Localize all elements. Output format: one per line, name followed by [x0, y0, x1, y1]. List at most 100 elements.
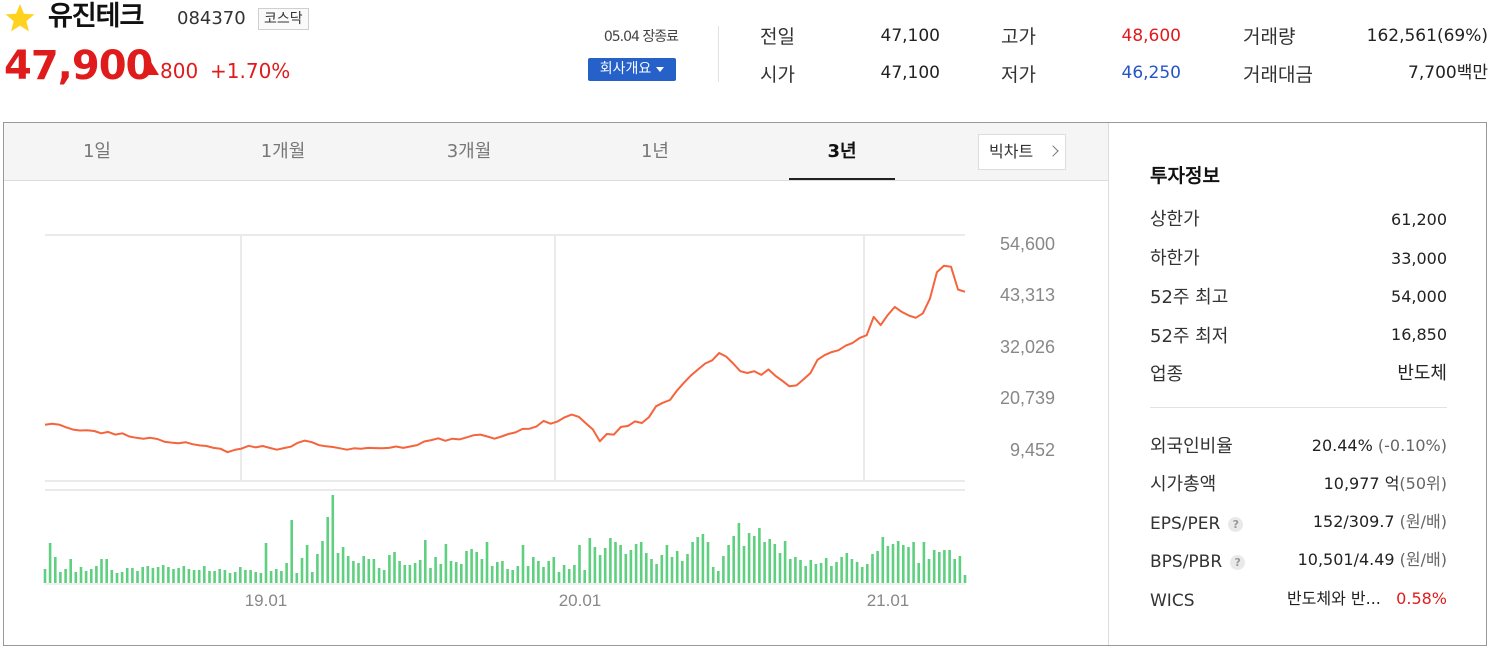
volume-bar — [691, 542, 694, 583]
volume-bar — [346, 556, 350, 583]
volume-bar — [681, 561, 684, 583]
tab-1month[interactable]: 1개월 — [260, 141, 306, 162]
volume-bar — [845, 553, 849, 583]
market-cap-number: 10,977 — [1323, 474, 1380, 493]
volume-bar — [167, 567, 170, 583]
volume-bar — [655, 564, 658, 583]
volume-bar — [460, 564, 463, 583]
company-overview-button[interactable]: 회사개요 — [588, 58, 676, 81]
volume-bar — [614, 542, 617, 583]
header-divider — [718, 26, 719, 82]
volume-bar — [393, 552, 396, 583]
volume-bar — [511, 570, 514, 583]
volume-bar — [43, 569, 47, 583]
invest-info-title: 투자정보 — [1150, 165, 1220, 187]
volume-bar — [727, 545, 730, 583]
volume-bar — [244, 570, 247, 583]
volume-bar — [598, 555, 602, 583]
volume-bar — [907, 547, 910, 583]
volume-bar — [835, 562, 838, 583]
volume-bar — [95, 566, 98, 583]
volume-bar — [341, 547, 345, 583]
volume-bar — [228, 573, 232, 583]
favorite-star-icon[interactable] — [4, 2, 36, 34]
tab-1day[interactable]: 1일 — [82, 141, 111, 162]
low-value: 46,250 — [1121, 63, 1181, 83]
volume-bar — [208, 571, 211, 583]
volume-bar — [660, 555, 664, 583]
volume-bar — [917, 563, 920, 583]
volume-bar — [480, 559, 484, 583]
bigchart-button[interactable]: 빅차트 — [978, 134, 1066, 170]
volume-bar — [814, 564, 818, 583]
volume-bar — [454, 562, 458, 583]
help-icon[interactable]: ? — [1228, 516, 1244, 532]
bps-pbr-value: 10,501/4.49 (원/배) — [1298, 548, 1447, 572]
volume-bar — [722, 556, 725, 583]
volume-bar — [711, 567, 715, 583]
volume-bar — [799, 560, 802, 583]
volume-bar — [465, 551, 468, 583]
market-cap-label: 시가총액 — [1150, 474, 1217, 495]
volume-bar — [429, 568, 432, 583]
volume-bar — [352, 561, 355, 583]
volume-bar — [742, 546, 746, 583]
volume-bar — [763, 542, 766, 583]
volume-bar — [79, 567, 83, 583]
volume-bar — [100, 559, 103, 583]
caret-down-icon — [656, 66, 665, 72]
foreign-ratio-value: 20.44% (-0.10%) — [1312, 434, 1447, 458]
volume-bar — [490, 566, 494, 583]
price-line — [44, 264, 966, 454]
bps-pbr-number: 10,501/4.49 — [1297, 550, 1395, 569]
volume-bar — [362, 556, 365, 583]
market-badge: 코스닥 — [258, 8, 309, 30]
volume-bar — [943, 550, 946, 583]
tab-3month[interactable]: 3개월 — [446, 141, 492, 162]
stock-name: 유진테크 — [48, 1, 144, 32]
market-cap-rank: (50위) — [1399, 474, 1447, 493]
volume-bar — [141, 567, 144, 583]
volume-bar — [665, 545, 669, 583]
volume-bar — [881, 537, 885, 583]
volume-bar — [172, 569, 175, 583]
invest-divider — [1150, 407, 1447, 408]
volume-bar — [855, 562, 859, 583]
volume-bar — [521, 545, 525, 583]
volume-bar — [439, 564, 443, 583]
volume-bar — [794, 557, 797, 583]
volume-bar — [182, 566, 186, 583]
volume-bar — [789, 559, 792, 583]
volume-bar — [475, 552, 478, 583]
tab-1year[interactable]: 1년 — [640, 141, 669, 162]
volume-bar — [496, 562, 499, 583]
volume-bar — [177, 568, 180, 583]
volume-bar — [603, 548, 607, 583]
volume-bar — [48, 543, 52, 583]
volume-bar — [470, 549, 473, 583]
prev-close-value: 47,100 — [880, 26, 940, 46]
up-arrow-icon — [143, 62, 159, 75]
volume-bar — [444, 544, 448, 583]
price-chart: 54,600 43,313 32,026 20,739 9,452 19.01 … — [43, 234, 1055, 610]
volume-bar — [804, 566, 807, 583]
volume-bar — [136, 571, 139, 583]
high-52week-value: 54,000 — [1391, 287, 1447, 306]
help-icon[interactable]: ? — [1230, 554, 1246, 570]
volume-bar — [876, 551, 879, 583]
volume-bar — [557, 572, 561, 583]
tab-3year[interactable]: 3년 — [789, 123, 895, 180]
wics-sector[interactable]: 반도체와 반... — [1286, 589, 1381, 608]
volume-bar — [717, 571, 720, 583]
volume-bar — [866, 564, 869, 583]
y-tick-label: 20,739 — [1000, 388, 1055, 408]
volume-bar — [372, 559, 376, 583]
volume-bar — [783, 541, 787, 583]
volume-bar — [824, 558, 828, 583]
volume-bar — [90, 569, 93, 583]
volume-bar — [203, 566, 206, 583]
volume-bar — [938, 552, 941, 583]
volume-bar — [264, 543, 268, 583]
upper-limit-value: 61,200 — [1391, 210, 1447, 229]
bigchart-label: 빅차트 — [989, 142, 1034, 161]
